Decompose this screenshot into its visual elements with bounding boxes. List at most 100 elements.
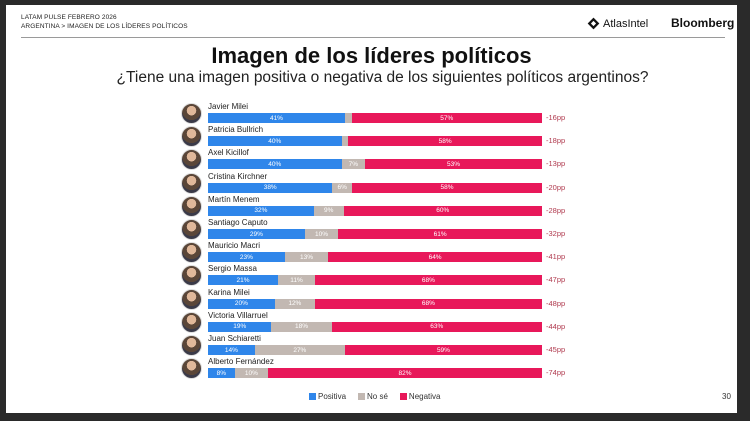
- politician-avatar: [181, 195, 202, 217]
- politician-name: Mauricio Macri: [208, 241, 261, 251]
- legend-label: No sé: [367, 392, 388, 401]
- politician-name: Axel Kicillof: [208, 148, 249, 158]
- bar-segment-nose: 18%: [271, 321, 332, 332]
- net-difference: -28pp: [546, 205, 566, 215]
- politician-name: Karina Milei: [208, 287, 250, 297]
- chart-row: Javier Milei 41% 57% -16pp: [6, 102, 737, 125]
- legend-item-positiva: Positiva: [309, 392, 346, 401]
- politician-avatar: [181, 219, 202, 240]
- politician-avatar: [181, 126, 202, 148]
- net-difference: -48pp: [546, 298, 566, 308]
- bloomberg-logo: Bloomberg: [671, 16, 735, 30]
- politician-avatar: [181, 311, 202, 333]
- bar-segment-negativa: 63%: [331, 321, 542, 332]
- politician-name: Martín Menem: [208, 194, 260, 204]
- bar-segment-nose: [341, 136, 349, 147]
- bar-segment-negativa: 60%: [343, 205, 542, 216]
- net-difference: -44pp: [546, 321, 566, 331]
- stacked-bar: 38% 6% 58%: [208, 182, 542, 193]
- bar-segment-positiva: 40%: [208, 159, 342, 170]
- bar-segment-positiva: 40%: [208, 136, 342, 147]
- chart-row: Alberto Fernández 8% 10% 82% -74pp: [6, 357, 737, 380]
- page-number: 30: [722, 392, 731, 401]
- bar-segment-positiva: 21%: [208, 275, 279, 286]
- net-difference: -45pp: [546, 345, 566, 354]
- net-difference: -18pp: [546, 136, 566, 146]
- bar-segment-negativa: 64%: [328, 252, 542, 263]
- bar-segment-negativa: 57%: [351, 113, 542, 123]
- politician-name: Victoria Villarruel: [208, 310, 268, 320]
- chart-row: Martín Menem 32% 9% 60% -28pp: [6, 195, 737, 218]
- atlasintel-logo: AtlasIntel: [587, 17, 648, 30]
- chart-row: Santiago Caputo 29% 10% 61% -32pp: [6, 218, 737, 241]
- politician-avatar: [181, 288, 202, 310]
- net-difference: -41pp: [546, 252, 566, 262]
- bar-segment-nose: 12%: [274, 298, 315, 309]
- bar-segment-positiva: 20%: [208, 298, 275, 309]
- chart-row: Juan Schiaretti 14% 27% 59% -45pp: [6, 334, 737, 357]
- header-divider: [21, 37, 725, 38]
- bar-segment-positiva: 14%: [208, 345, 255, 355]
- politician-name: Javier Milei: [208, 102, 249, 111]
- politician-avatar: [181, 242, 202, 264]
- stacked-bar: 14% 27% 59%: [208, 345, 542, 355]
- politician-avatar: [181, 335, 202, 356]
- politician-name: Alberto Fernández: [208, 357, 274, 367]
- stacked-bar: 8% 10% 82%: [208, 368, 542, 379]
- chart-subtitle: ¿Tiene una imagen positiva o negativa de…: [116, 69, 649, 86]
- chart-row: Victoria Villarruel 19% 18% 63% -44pp: [6, 311, 737, 334]
- bar-segment-positiva: 23%: [208, 252, 285, 263]
- politician-name: Sergio Massa: [208, 264, 257, 274]
- atlasintel-diamond-icon: [587, 17, 600, 30]
- bar-segment-positiva: 29%: [208, 229, 305, 239]
- bar-segment-negativa: 58%: [352, 182, 542, 193]
- legend-item-negativa: Negativa: [399, 392, 441, 401]
- politician-avatar: [181, 103, 202, 124]
- chart-row: Patricia Bullrich 40% 58% -18pp: [6, 125, 737, 148]
- bar-segment-nose: 10%: [304, 229, 339, 239]
- legend: Positiva No sé Negativa: [309, 392, 441, 401]
- stacked-bar: 20% 12% 68%: [208, 298, 542, 309]
- bar-segment-negativa: 68%: [314, 275, 542, 286]
- politician-avatar: [181, 172, 202, 194]
- politician-avatar: [181, 149, 202, 171]
- bar-segment-negativa: 58%: [348, 136, 542, 147]
- bar-segment-nose: [344, 113, 352, 123]
- bar-segment-nose: 13%: [284, 252, 329, 263]
- chart-row: Mauricio Macri 23% 13% 64% -41pp: [6, 241, 737, 264]
- net-difference: -13pp: [546, 159, 566, 169]
- net-difference: -16pp: [546, 113, 566, 122]
- bar-segment-positiva: 19%: [208, 321, 272, 332]
- bar-segment-negativa: 68%: [314, 298, 542, 309]
- bar-segment-negativa: 61%: [338, 229, 542, 239]
- politician-name: Juan Schiaretti: [208, 334, 261, 343]
- stacked-bar: 23% 13% 64%: [208, 252, 542, 263]
- atlasintel-logo-text: AtlasIntel: [603, 17, 649, 30]
- legend-label: Negativa: [408, 392, 441, 401]
- stacked-bar: 29% 10% 61%: [208, 229, 542, 239]
- legend-item-nose: No sé: [358, 392, 388, 401]
- bar-segment-positiva: 32%: [208, 205, 314, 216]
- bar-segment-nose: 6%: [332, 182, 353, 193]
- bar-segment-nose: 11%: [278, 275, 315, 286]
- bar-segment-positiva: 38%: [208, 182, 333, 193]
- chart-row: Axel Kicillof 40% 7% 53% -13pp: [6, 148, 737, 171]
- bar-segment-nose: 27%: [254, 345, 345, 355]
- stacked-bar: 40% 7% 53%: [208, 159, 542, 170]
- politician-name: Patricia Bullrich: [208, 125, 264, 135]
- bar-segment-positiva: 8%: [208, 368, 235, 379]
- chart-row: Cristina Kirchner 38% 6% 58% -20pp: [6, 172, 737, 195]
- stacked-bar: 32% 9% 60%: [208, 205, 542, 216]
- legend-swatch-nose: [358, 393, 366, 400]
- stacked-bar: 21% 11% 68%: [208, 275, 542, 286]
- chart-title: Imagen de los líderes políticos: [211, 43, 532, 68]
- net-difference: -74pp: [546, 368, 566, 378]
- politician-name: Cristina Kirchner: [208, 171, 268, 181]
- breadcrumb: ARGENTINA > IMAGEN DE LOS LÍDERES POLÍTI…: [21, 23, 188, 30]
- legend-swatch-positiva: [309, 393, 316, 400]
- net-difference: -32pp: [546, 229, 566, 238]
- stacked-bar: 40% 58%: [208, 136, 542, 147]
- politician-name: Santiago Caputo: [208, 218, 268, 227]
- stacked-bar: 19% 18% 63%: [208, 321, 542, 332]
- bar-segment-negativa: 53%: [364, 159, 542, 170]
